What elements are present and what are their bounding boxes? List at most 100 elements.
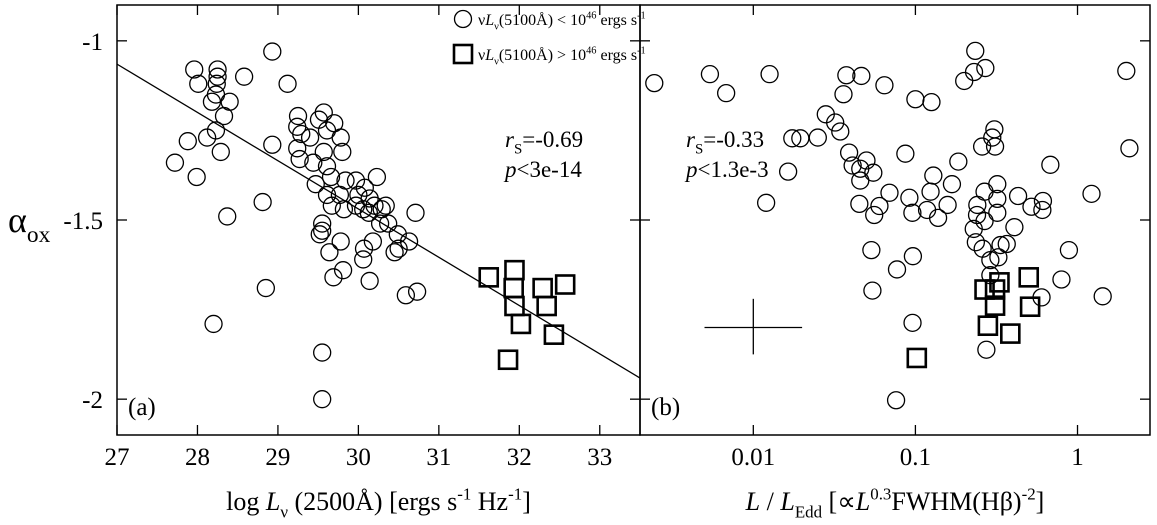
point xyxy=(503,277,524,299)
y-tick-label: -1 xyxy=(82,29,103,56)
point xyxy=(320,243,339,262)
point xyxy=(1093,287,1112,306)
point xyxy=(510,313,532,335)
point xyxy=(880,183,899,202)
y-axis-label-part: α xyxy=(8,200,27,240)
point xyxy=(857,151,876,170)
point xyxy=(906,347,928,369)
x-axis-label-part: Hz xyxy=(471,487,508,516)
point xyxy=(331,128,350,147)
point xyxy=(208,60,227,79)
point xyxy=(290,149,309,169)
point xyxy=(317,157,337,176)
point xyxy=(220,92,239,111)
x-axis-label-part: L xyxy=(855,487,870,516)
point xyxy=(304,153,323,172)
legend-label-part: -1 xyxy=(637,11,646,22)
legend-label-part: 46 xyxy=(586,11,596,22)
legend-label-part: L xyxy=(484,12,494,29)
point xyxy=(977,340,996,359)
point xyxy=(928,208,948,228)
point xyxy=(218,207,237,226)
point xyxy=(864,163,883,182)
point xyxy=(988,175,1007,194)
point xyxy=(870,196,889,216)
point xyxy=(367,167,387,187)
point xyxy=(313,343,332,362)
point xyxy=(1005,218,1024,237)
point xyxy=(985,137,1005,156)
x-axis-label-part: (2500Å) [ergs s xyxy=(288,487,457,516)
point xyxy=(1052,270,1071,289)
legend-label-part: ν xyxy=(478,47,485,64)
point xyxy=(317,185,337,205)
point xyxy=(1018,267,1040,288)
y-axis-label-part: ox xyxy=(27,222,51,248)
point xyxy=(984,295,1006,316)
x-axis-label-part: log xyxy=(226,487,266,516)
x-axis-label-part: / xyxy=(760,487,780,516)
point xyxy=(306,175,325,194)
point xyxy=(1059,240,1079,260)
point xyxy=(208,67,227,86)
point xyxy=(645,73,664,93)
annotation-part: S xyxy=(695,141,703,157)
point xyxy=(278,74,297,93)
point xyxy=(532,277,553,299)
point xyxy=(355,178,374,197)
point xyxy=(406,203,425,222)
point xyxy=(988,189,1007,209)
point xyxy=(981,250,1000,270)
point xyxy=(354,239,374,258)
y-tick-label: -2 xyxy=(82,387,103,414)
point xyxy=(991,235,1010,255)
y-tick-label: -1.5 xyxy=(63,208,103,235)
point xyxy=(354,200,373,219)
point xyxy=(1041,155,1060,174)
point xyxy=(989,272,1010,293)
point xyxy=(875,76,894,95)
point xyxy=(536,295,557,317)
x-axis-label-part: L xyxy=(779,487,794,516)
point xyxy=(359,203,378,222)
x-tick-label: 27 xyxy=(105,444,130,471)
point xyxy=(1033,200,1052,220)
legend-label-part: L xyxy=(484,47,494,64)
point xyxy=(543,324,565,345)
point xyxy=(938,195,957,215)
point xyxy=(310,225,329,244)
point xyxy=(1033,191,1053,211)
legend-label-part: 46 xyxy=(586,46,596,57)
point xyxy=(756,193,776,212)
point xyxy=(839,143,859,162)
point xyxy=(924,166,943,185)
point xyxy=(1022,197,1041,216)
x-axis-label-part: 0.3 xyxy=(870,485,891,504)
legend-label-part: ν xyxy=(494,21,499,32)
point xyxy=(1019,296,1041,318)
point xyxy=(717,84,736,103)
legend-label: νLν(5100Å) > 1046 ergs s-1 xyxy=(478,46,646,68)
point xyxy=(354,250,373,269)
point xyxy=(1117,61,1136,81)
x-axis-label-part: -2 xyxy=(1022,485,1036,504)
annotation: rS=-0.69 xyxy=(505,127,583,157)
point xyxy=(989,248,1008,267)
legend-label: νLν(5100Å) < 1046 ergs s-1 xyxy=(478,11,646,33)
point xyxy=(334,200,354,219)
annotation-part: p xyxy=(503,157,517,182)
legend-label-part: ergs s xyxy=(596,12,637,29)
legend-label-part: ergs s xyxy=(596,47,637,64)
legend-marker xyxy=(452,43,474,65)
annotation-part: S xyxy=(514,141,522,157)
point xyxy=(288,139,307,158)
point xyxy=(314,103,333,122)
point xyxy=(187,167,206,187)
annotation-part: =-0.33 xyxy=(703,127,764,152)
point xyxy=(949,152,968,171)
point xyxy=(185,60,204,79)
point xyxy=(178,132,197,151)
point xyxy=(837,66,856,85)
y-axis-label: αox xyxy=(8,200,51,248)
